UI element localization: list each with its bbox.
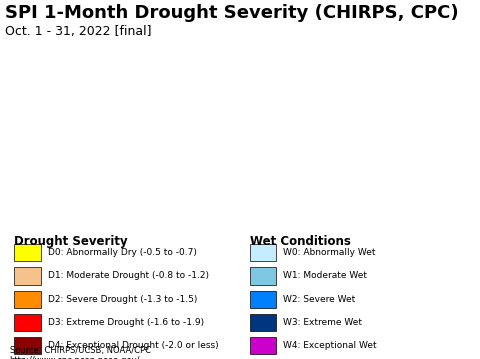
Text: D0: Abnormally Dry (-0.5 to -0.7): D0: Abnormally Dry (-0.5 to -0.7) [48,248,197,257]
Text: W4: Exceptional Wet: W4: Exceptional Wet [283,341,377,350]
Text: Oct. 1 - 31, 2022 [final]: Oct. 1 - 31, 2022 [final] [5,25,151,38]
Bar [250,244,276,261]
Text: D1: Moderate Drought (-0.8 to -1.2): D1: Moderate Drought (-0.8 to -1.2) [48,271,209,280]
Bar [14,290,41,308]
Text: W2: Severe Wet: W2: Severe Wet [283,295,356,304]
Text: W3: Extreme Wet: W3: Extreme Wet [283,318,362,327]
Text: D3: Extreme Drought (-1.6 to -1.9): D3: Extreme Drought (-1.6 to -1.9) [48,318,204,327]
Text: Drought Severity: Drought Severity [14,236,128,248]
Text: W0: Abnormally Wet: W0: Abnormally Wet [283,248,376,257]
Text: D4: Exceptional Drought (-2.0 or less): D4: Exceptional Drought (-2.0 or less) [48,341,218,350]
Bar [250,267,276,285]
Bar [250,290,276,308]
Text: SPI 1-Month Drought Severity (CHIRPS, CPC): SPI 1-Month Drought Severity (CHIRPS, CP… [5,4,458,22]
Bar [14,244,41,261]
Text: W1: Moderate Wet: W1: Moderate Wet [283,271,367,280]
Bar [250,314,276,331]
Bar [14,337,41,354]
Bar [14,314,41,331]
Text: D2: Severe Drought (-1.3 to -1.5): D2: Severe Drought (-1.3 to -1.5) [48,295,197,304]
Bar [250,337,276,354]
Bar [14,267,41,285]
Text: Wet Conditions: Wet Conditions [250,236,350,248]
Text: Source: CHIRPS/UCSB, NOAA/CPC
http://www.cpc.ncep.noaa.gov/: Source: CHIRPS/UCSB, NOAA/CPC http://www… [10,346,151,359]
